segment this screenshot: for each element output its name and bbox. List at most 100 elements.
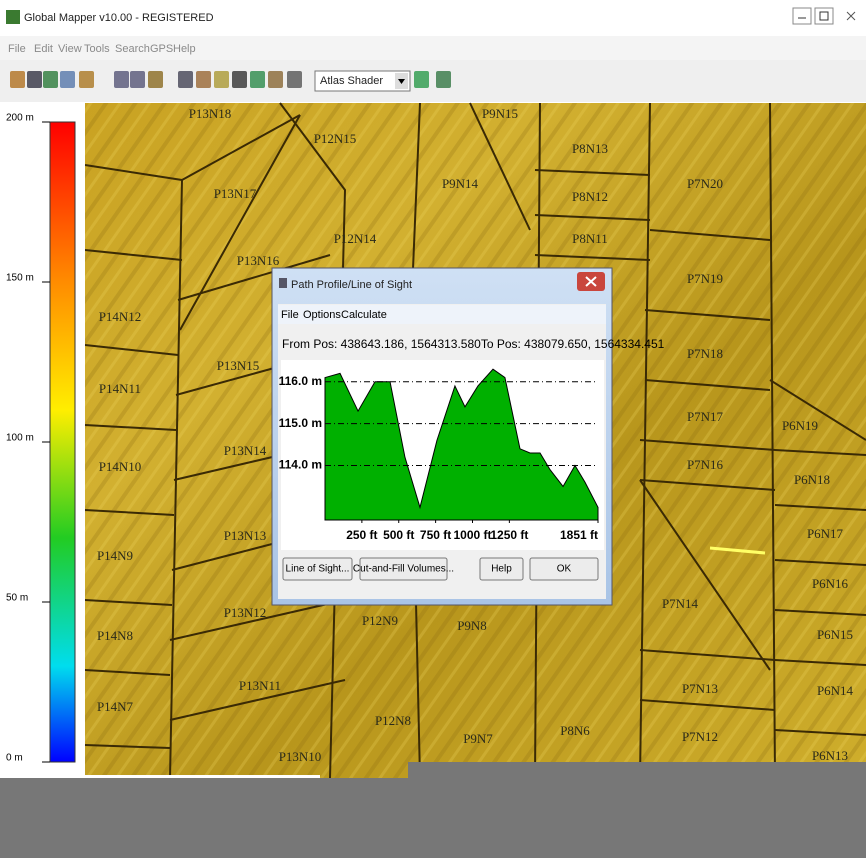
tool-button[interactable] [178, 71, 193, 88]
tool-button[interactable] [436, 71, 451, 88]
parcel-label: P13N14 [224, 443, 267, 458]
parcel-label: P9N14 [442, 176, 479, 191]
parcel-label: P6N19 [782, 418, 818, 433]
menu-item[interactable]: View [58, 43, 82, 55]
parcel-label: P6N18 [794, 472, 830, 487]
dialog-menu-item[interactable]: Calculate [341, 309, 387, 321]
tool-button[interactable] [250, 71, 265, 88]
tool-button[interactable] [214, 71, 229, 88]
toolbar [0, 60, 866, 102]
parcel-label: P14N7 [97, 699, 134, 714]
tool-button[interactable] [10, 71, 25, 88]
tool-button[interactable] [43, 71, 58, 88]
icon [279, 278, 287, 288]
x-tick-label: 1000 ft [453, 528, 491, 542]
y-tick-label: 116.0 m [279, 374, 322, 388]
tick-label: 50 m [6, 593, 28, 604]
parcel-label: P14N12 [99, 309, 142, 324]
parcel-label: P6N13 [812, 748, 848, 763]
button-label: Help [491, 564, 512, 575]
dialog-title: Path Profile/Line of Sight [291, 279, 412, 291]
x-tick-label: 500 ft [383, 528, 414, 542]
window-title: Global Mapper v10.00 - REGISTERED [24, 12, 214, 24]
tool-button[interactable] [148, 71, 163, 88]
shader-value: Atlas Shader [320, 75, 383, 87]
parcel-label: P13N13 [224, 528, 267, 543]
tool-button[interactable] [232, 71, 247, 88]
parcel-label: P7N19 [687, 271, 723, 286]
parcel-label: P7N18 [687, 346, 723, 361]
tool-button[interactable] [287, 71, 302, 88]
tool-button[interactable] [130, 71, 145, 88]
dialog-menu-item[interactable]: Options [303, 309, 341, 321]
positions-text: From Pos: 438643.186, 1564313.580To Pos:… [282, 337, 665, 351]
parcel-label: P13N11 [239, 678, 281, 693]
parcel-label: P13N10 [279, 749, 322, 764]
parcel-label: P14N11 [99, 381, 141, 396]
parcel-label: P7N14 [662, 596, 699, 611]
tool-button[interactable] [79, 71, 94, 88]
parcel-label: P7N13 [682, 681, 718, 696]
parcel-label: P7N20 [687, 176, 723, 191]
parcel-label: P8N11 [572, 231, 608, 246]
parcel-label: P12N15 [314, 131, 357, 146]
tick-label: 200 m [6, 113, 34, 124]
dialog-menu-item[interactable]: File [281, 309, 299, 321]
menu-item[interactable]: Edit [34, 43, 53, 55]
parcel-label: P9N15 [482, 106, 518, 121]
tool-button[interactable] [196, 71, 211, 88]
parcel-label: P14N10 [99, 459, 142, 474]
parcel-label: P12N9 [362, 613, 398, 628]
parcel-label: P13N17 [214, 186, 257, 201]
y-tick-label: 114.0 m [279, 458, 322, 472]
tick-label: 150 m [6, 273, 34, 284]
parcel-label: P7N16 [687, 457, 724, 472]
x-tick-label: 750 ft [420, 528, 451, 542]
parcel-label: P6N15 [817, 627, 853, 642]
maximize-button[interactable] [815, 8, 833, 24]
menu-item[interactable]: GPS [150, 43, 173, 55]
app-icon [6, 10, 20, 24]
parcel-label: P8N13 [572, 141, 608, 156]
parcel-label: P8N12 [572, 189, 608, 204]
elevation-colorbar [50, 122, 75, 762]
parcel-label: P9N8 [457, 618, 487, 633]
x-tick-label: 1851 ft [560, 528, 598, 542]
button-label: Line of Sight... [286, 564, 350, 575]
tool-button[interactable] [268, 71, 283, 88]
tool-button[interactable] [60, 71, 75, 88]
screen: Global Mapper v10.00 - REGISTERED File Ed… [0, 0, 866, 858]
tool-button[interactable] [27, 71, 42, 88]
blank-area [0, 778, 866, 858]
parcel-label: P13N15 [217, 358, 260, 373]
profile-dialog: Path Profile/Line of Sight File OptionsCa… [272, 268, 665, 605]
parcel-label: P14N8 [97, 628, 133, 643]
button-label: Cut-and-Fill Volumes... [353, 564, 454, 575]
parcel-label: P13N16 [237, 253, 280, 268]
tool-button[interactable] [414, 71, 429, 88]
parcel-label: P7N17 [687, 409, 724, 424]
menu-item[interactable]: Search [115, 43, 150, 55]
x-tick-label: 250 ft [346, 528, 377, 542]
menu-item[interactable]: Help [173, 43, 196, 55]
parcel-label: P12N14 [334, 231, 377, 246]
y-tick-label: 115.0 m [279, 416, 322, 430]
x-tick-label: 1250 ft [490, 528, 528, 542]
parcel-label: P13N12 [224, 605, 267, 620]
parcel-label: P12N8 [375, 713, 411, 728]
dialog-buttons: Line of Sight...Cut-and-Fill Volumes... H… [283, 558, 598, 580]
parcel-label: P7N12 [682, 729, 718, 744]
menu-item[interactable]: Tools [84, 43, 110, 55]
minimize-button[interactable] [793, 8, 811, 24]
button-label: OK [557, 564, 572, 575]
tick-label: 100 m [6, 433, 34, 444]
parcel-label: P6N14 [817, 683, 854, 698]
menu-item[interactable]: File [8, 43, 26, 55]
parcel-label: P6N16 [812, 576, 849, 591]
parcel-label: P6N17 [807, 526, 844, 541]
parcel-label: P13N18 [189, 106, 232, 121]
tool-button[interactable] [114, 71, 129, 88]
status-strip [0, 775, 320, 778]
